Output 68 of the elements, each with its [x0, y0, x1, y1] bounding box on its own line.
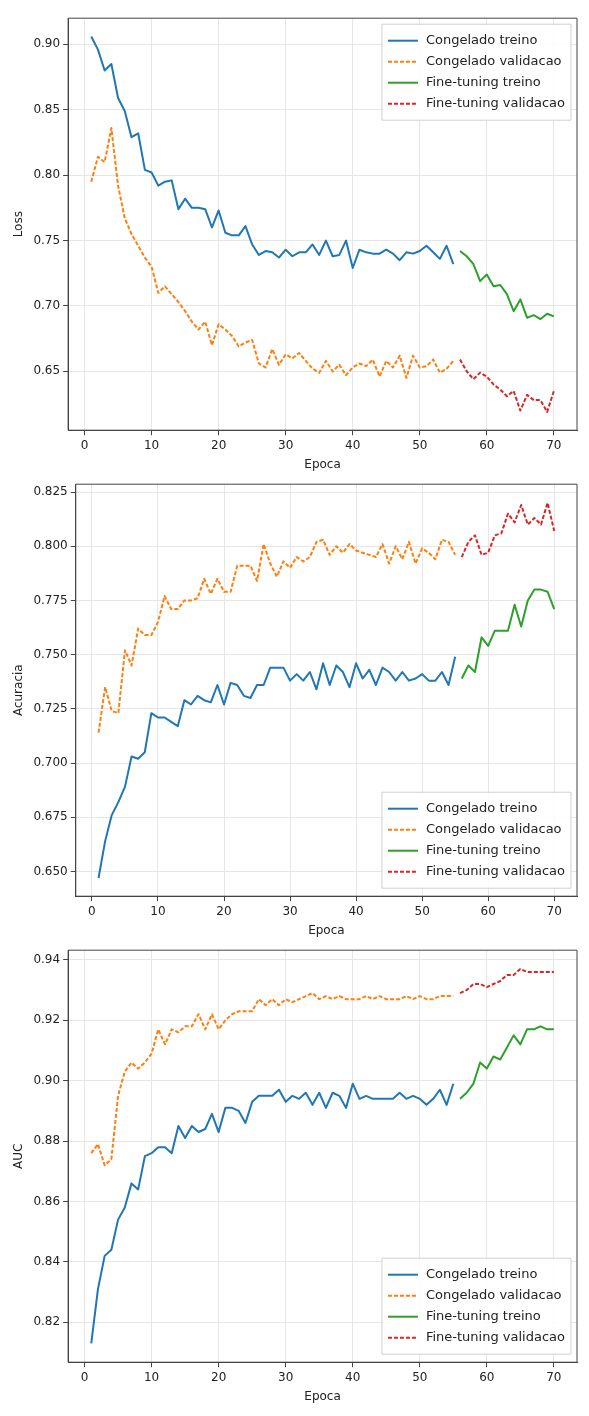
x-tick-label: 70	[546, 437, 562, 452]
legend-label: Fine-tuning validacao	[425, 1329, 566, 1345]
y-tick-label: 0.84	[33, 1254, 61, 1269]
x-tick-label: 40	[345, 437, 361, 452]
x-tick-label: 20	[211, 437, 227, 452]
x-tick-label: 70	[546, 903, 562, 918]
y-tick-label: 0.90	[33, 36, 61, 51]
line-series	[459, 358, 555, 413]
x-tick-label: 60	[479, 437, 495, 452]
legend-label: Fine-tuning treino	[425, 842, 541, 858]
x-tick-label: 20	[216, 903, 232, 918]
x-tick-label: 50	[412, 1369, 428, 1384]
legend-label: Congelado treino	[425, 800, 538, 816]
y-tick-label: 0.70	[33, 298, 61, 313]
x-tick-label: 60	[480, 903, 496, 918]
x-tick-label: 0	[80, 437, 89, 452]
y-tick-label: 0.800	[33, 538, 68, 553]
x-axis-title: Epoca	[304, 456, 341, 471]
x-tick-label: 10	[143, 437, 160, 452]
y-tick-label: 0.75	[33, 232, 61, 247]
legend-label: Fine-tuning validacao	[425, 863, 566, 879]
line-series	[459, 967, 555, 995]
y-tick-label: 0.65	[33, 363, 61, 378]
x-tick-label: 50	[414, 903, 430, 918]
line-series	[90, 127, 455, 379]
x-tick-label: 0	[80, 1369, 89, 1384]
x-tick-label: 10	[150, 903, 166, 918]
y-tick-label: 0.750	[33, 646, 68, 661]
x-tick-label: 30	[278, 1369, 294, 1384]
x-tick-label: 60	[479, 1369, 495, 1384]
legend-label: Congelado treino	[425, 32, 538, 48]
legend-label: Congelado validacao	[425, 53, 562, 69]
y-tick-label: 0.80	[33, 167, 61, 182]
y-tick-label: 0.825	[33, 484, 68, 499]
y-tick-label: 0.700	[33, 755, 68, 770]
y-axis-title: AUC	[11, 1143, 26, 1169]
x-tick-label: 10	[143, 1369, 160, 1384]
x-axis-title: Epoca	[308, 922, 345, 937]
y-tick-label: 0.85	[33, 101, 61, 116]
x-axis-title: Epoca	[304, 1388, 341, 1403]
y-tick-label: 0.650	[33, 863, 68, 878]
x-tick-label: 0	[88, 903, 96, 918]
x-tick-label: 70	[546, 1369, 562, 1384]
y-tick-label: 0.675	[33, 809, 68, 824]
y-axis-title: Loss	[11, 211, 26, 238]
line-series	[97, 538, 457, 734]
legend-label: Fine-tuning treino	[425, 74, 541, 90]
x-tick-label: 20	[211, 1369, 227, 1384]
legend-label: Congelado validacao	[425, 1287, 562, 1303]
x-tick-label: 40	[345, 1369, 361, 1384]
y-tick-label: 0.86	[33, 1193, 61, 1208]
x-tick-label: 30	[278, 437, 294, 452]
legend-label: Congelado validacao	[425, 821, 562, 837]
y-tick-label: 0.775	[33, 592, 68, 607]
x-tick-label: 40	[348, 903, 364, 918]
y-axis-title: Acuracia	[11, 664, 26, 717]
y-tick-label: 0.88	[33, 1133, 61, 1148]
y-tick-label: 0.92	[33, 1012, 61, 1027]
legend-label: Fine-tuning validacao	[425, 95, 566, 111]
y-tick-label: 0.82	[33, 1314, 61, 1329]
y-tick-label: 0.725	[33, 700, 68, 715]
line-series	[460, 501, 556, 559]
y-tick-label: 0.94	[33, 951, 61, 966]
x-tick-label: 30	[282, 903, 298, 918]
legend-label: Congelado treino	[425, 1266, 538, 1282]
legend-label: Fine-tuning treino	[425, 1308, 541, 1324]
y-tick-label: 0.90	[33, 1072, 61, 1087]
x-tick-label: 50	[412, 437, 428, 452]
